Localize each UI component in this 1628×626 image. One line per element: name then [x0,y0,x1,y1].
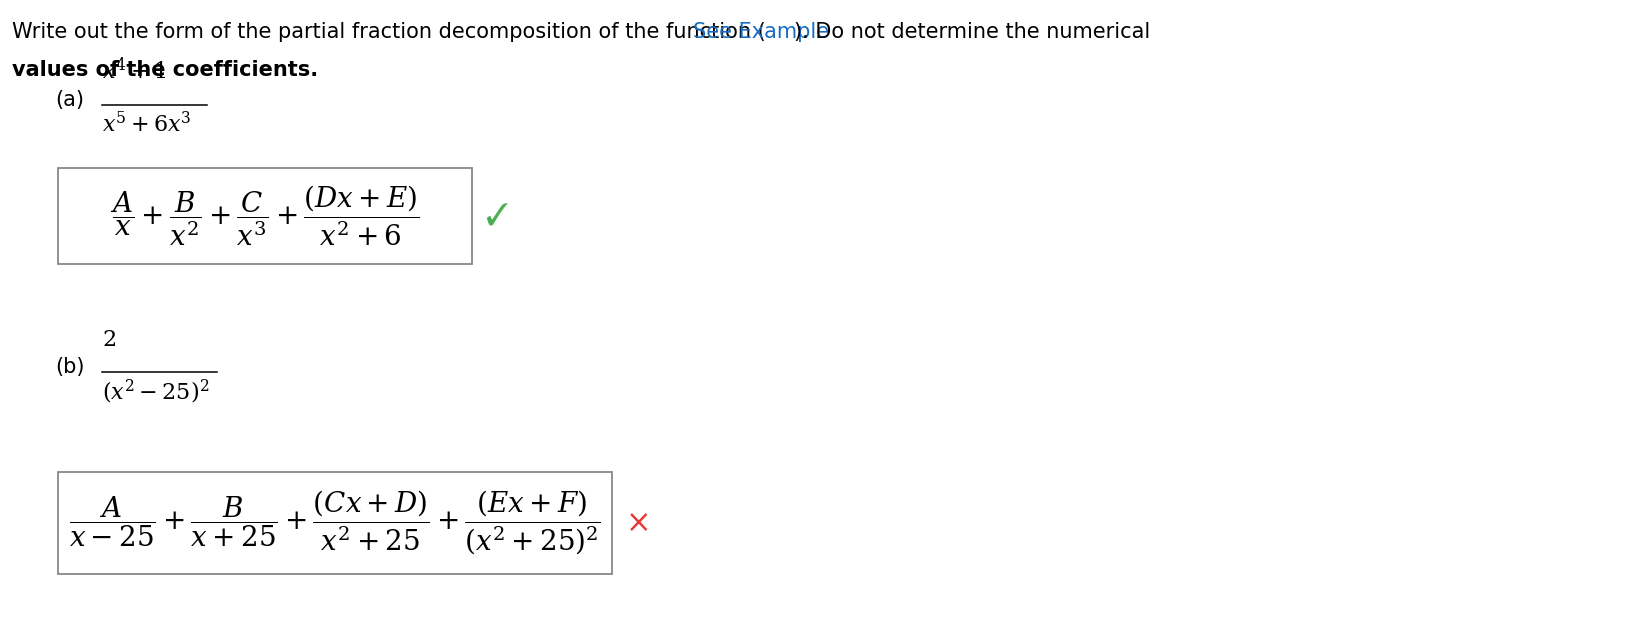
Text: $\dfrac{A}{x} + \dfrac{B}{x^2} + \dfrac{C}{x^3} + \dfrac{(Dx + E)}{x^2 + 6}$: $\dfrac{A}{x} + \dfrac{B}{x^2} + \dfrac{… [111,183,420,249]
Text: See Example: See Example [694,22,829,42]
Text: Write out the form of the partial fraction decomposition of the function (: Write out the form of the partial fracti… [11,22,765,42]
FancyBboxPatch shape [59,168,472,264]
Text: ). Do not determine the numerical: ). Do not determine the numerical [794,22,1151,42]
Text: $x^5 + 6x^3$: $x^5 + 6x^3$ [103,111,192,136]
FancyBboxPatch shape [59,472,612,574]
Text: $x^4 + 1$: $x^4 + 1$ [103,56,166,83]
Text: $\checkmark$: $\checkmark$ [485,202,508,230]
Text: (a): (a) [55,90,85,110]
Text: $\dfrac{A}{x - 25} + \dfrac{B}{x + 25} + \dfrac{(Cx + D)}{x^2 + 25} + \dfrac{(Ex: $\dfrac{A}{x - 25} + \dfrac{B}{x + 25} +… [68,489,601,557]
Text: (b): (b) [55,357,85,377]
Text: $2$: $2$ [103,330,116,350]
Text: values of the coefficients.: values of the coefficients. [11,60,317,80]
Text: $(x^2 - 25)^2$: $(x^2 - 25)^2$ [103,378,210,406]
Text: $\times$: $\times$ [625,508,648,538]
